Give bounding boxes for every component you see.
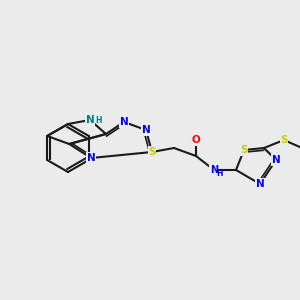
Text: N: N <box>256 179 264 189</box>
Text: S: S <box>240 145 248 155</box>
Text: N: N <box>272 155 280 165</box>
Text: N: N <box>142 125 150 135</box>
Text: S: S <box>148 147 156 157</box>
Text: N: N <box>210 165 218 175</box>
Text: N: N <box>87 153 96 163</box>
Text: N: N <box>85 115 94 125</box>
Text: N: N <box>120 117 128 127</box>
Text: O: O <box>192 135 200 145</box>
Text: S: S <box>280 135 288 145</box>
Text: H: H <box>95 116 101 125</box>
Text: H: H <box>216 169 223 178</box>
